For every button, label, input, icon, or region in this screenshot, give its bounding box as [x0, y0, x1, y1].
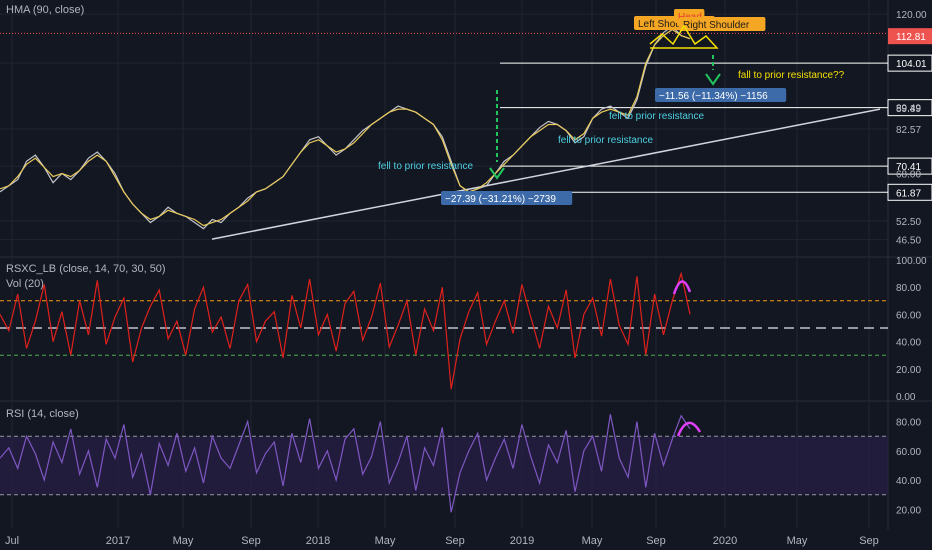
time-tick-label: Jul [5, 535, 19, 547]
rsi-panel [0, 414, 888, 513]
price-tick-label: 46.50 [896, 235, 921, 246]
price-level-label: 89.39 [896, 104, 921, 115]
rsi-tick-label: 20.00 [896, 505, 921, 516]
time-tick-label: May [787, 535, 808, 547]
measure-box-1-text: −27.39 (−31.21%) −2739 [445, 194, 556, 205]
time-tick-label: 2017 [106, 535, 130, 547]
rsxc-tick-label: 40.00 [896, 338, 921, 349]
time-tick-label: 2018 [306, 535, 330, 547]
hma-label: HMA (90, close) [6, 4, 85, 16]
rsxc-tick-label: 0.00 [896, 392, 916, 403]
head-shoulders-outline [649, 24, 719, 49]
rsxc-tick-label: 20.00 [896, 365, 921, 376]
rsi-tick-label: 60.00 [896, 447, 921, 458]
measure-box-2-text: −11.56 (−11.34%) −1156 [659, 91, 768, 102]
rsxc-tick-label: 60.00 [896, 310, 921, 321]
rsxc-top-arc [672, 280, 692, 295]
rsi-top-arc [676, 421, 702, 437]
time-tick-label: 2020 [713, 535, 737, 547]
rsi-series-line [0, 414, 691, 513]
current-price-label: 112.81 [896, 32, 926, 43]
measure-box-1-bg [441, 191, 573, 205]
time-tick-label: Sep [646, 535, 666, 547]
time-tick-label: May [375, 535, 396, 547]
level-price-label: 104.01 [896, 59, 927, 70]
measure-box-2: −11.56 (−11.34%) −1156 [655, 88, 787, 102]
level-price-label: 70.41 [896, 162, 921, 173]
rsxc-panel [0, 271, 888, 390]
rsxc-tick-label: 100.00 [896, 256, 927, 267]
level-price-box [887, 99, 932, 117]
rsxc-label: RSXC_LB (close, 14, 70, 30, 50) [6, 263, 166, 275]
right-shoulder-label-bg [679, 17, 766, 31]
time-tick-label: May [582, 535, 603, 547]
level-price-box [887, 54, 932, 72]
rsi-tick-label: 40.00 [896, 476, 921, 487]
time-axis[interactable]: Jul 2017 May Sep 2018 May Sep 2019 May Sep 2020 May… [5, 535, 879, 547]
current-price-box [888, 28, 932, 45]
time-tick-label: Sep [859, 535, 879, 547]
rsxc-tick-label: 80.00 [896, 283, 921, 294]
down-arrow-head [705, 73, 721, 86]
time-tick-label: May [173, 535, 194, 547]
level-price-label: 89.49 [896, 104, 921, 115]
price-level-label: 68.00 [896, 170, 921, 181]
price-tick-label: 52.50 [896, 217, 921, 228]
price-axis[interactable]: 120.00104.0182.5770.4152.5046.50113.7411… [887, 10, 932, 516]
hma-series-line [0, 28, 691, 227]
fell-label-2: fell to prior resistance [609, 111, 704, 122]
time-tick-label: Sep [241, 535, 261, 547]
level-price-box [887, 157, 932, 175]
measure-box-2-bg [655, 88, 787, 102]
price-tick-label: 120.00 [896, 10, 927, 21]
right-shoulder-label-text: Right Shoulder [683, 20, 750, 31]
rsi-label: RSI (14, close) [6, 408, 79, 420]
right-shoulder-label: Right Shoulder [679, 17, 766, 31]
price-tick-label: 82.57 [896, 125, 921, 136]
measure-box-1: −27.39 (−31.21%) −2739 [441, 191, 573, 205]
fell-label-1: fell to prior resistance [378, 161, 473, 172]
level-price-label: 61.87 [896, 188, 921, 199]
left-shoulder-label-text: Left Shoulder [638, 19, 698, 30]
fall-arrow-head [489, 167, 505, 180]
rsi-tick-label: 80.00 [896, 418, 921, 429]
time-tick-label: Sep [445, 535, 465, 547]
rsxc-series-line [0, 271, 691, 390]
fell-label-3: fell to prior resistance [558, 135, 653, 146]
support-trendline [211, 108, 881, 240]
time-tick-label: 2019 [510, 535, 534, 547]
fall-question-label: fall to prior resistance?? [738, 70, 845, 81]
vol-label: Vol (20) [6, 278, 44, 290]
level-price-box [887, 183, 932, 201]
